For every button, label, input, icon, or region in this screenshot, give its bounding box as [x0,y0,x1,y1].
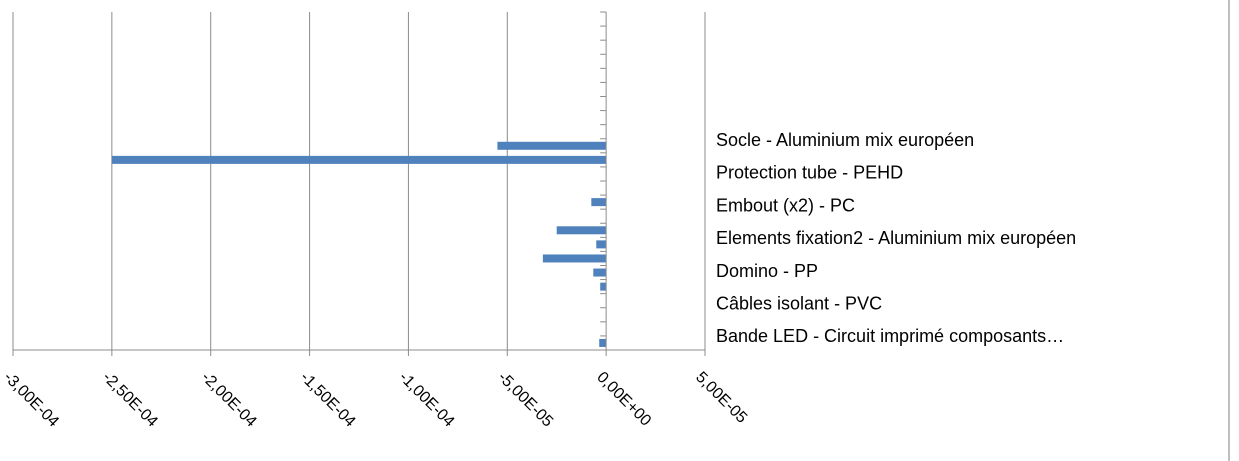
bar [600,282,607,291]
bar [599,338,607,347]
x-tick-label: -2,50E-04 [99,369,161,431]
legend-entry: Bande LED - Circuit imprimé composants… [716,326,1064,346]
bar [497,141,607,150]
axes [12,11,706,356]
bar [596,240,607,249]
legend-entry: Embout (x2) - PC [716,195,855,215]
bar [542,254,607,263]
legend-entry: Protection tube - PEHD [716,163,903,183]
grid-lines [12,12,706,350]
x-tick-label: -1,00E-04 [396,369,458,431]
bar [111,155,607,164]
bar [591,198,607,207]
legend-entry: Socle - Aluminium mix européen [716,130,974,150]
x-tick-label: 0,00E+00 [593,369,654,430]
bar [593,268,607,277]
x-tick-label: 5,00E-05 [692,369,750,427]
x-tick-labels: -3,00E-04 -2,50E-04 -2,00E-04 -1,50E-04 -1,0… [0,369,750,431]
bars [111,141,607,347]
x-tick-label: -3,00E-04 [0,369,62,431]
x-tick-label: -2,00E-04 [198,369,260,431]
x-tick-label: -5,00E-05 [494,369,556,431]
legend-entry: Câbles isolant - PVC [716,294,882,314]
legend-entry: Elements fixation2 - Aluminium mix europ… [716,228,1076,248]
legend: Socle - Aluminium mix européen Protection… [716,130,1076,346]
legend-entry: Domino - PP [716,261,818,281]
x-tick-label: -1,50E-04 [297,369,359,431]
bar [556,226,607,235]
